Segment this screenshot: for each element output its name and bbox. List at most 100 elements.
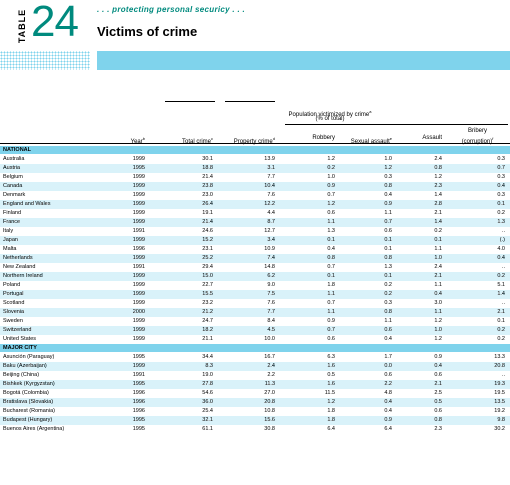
cell-sexual-assault: 1.1 xyxy=(384,210,392,216)
cell-total-crime: 23.1 xyxy=(202,246,213,252)
row-name: Poland xyxy=(3,282,21,288)
cell-property-crime: 7.5 xyxy=(267,291,275,297)
cell-year: 1999 xyxy=(132,291,145,297)
table-number: 24 xyxy=(31,0,79,46)
cell-sexual-assault: 0.0 xyxy=(384,363,392,369)
table-row: Japan 1999 15.2 3.4 0.1 0.1 0.1 (.) xyxy=(0,236,510,245)
cell-sexual-assault: 0.8 xyxy=(384,255,392,261)
row-name: Denmark xyxy=(3,192,26,198)
cell-robbery: 1.1 xyxy=(327,219,335,225)
cell-bribery: 20.8 xyxy=(494,363,505,369)
cell-property-crime: 4.5 xyxy=(267,327,275,333)
cell-property-crime: 7.7 xyxy=(267,309,275,315)
table-row: Northern Ireland 1999 15.0 6.2 0.1 0.1 2.1 0.2 xyxy=(0,272,510,281)
table-row: Sweden 1999 24.7 8.4 0.9 1.1 1.2 0.1 xyxy=(0,317,510,326)
cell-robbery: 1.0 xyxy=(327,174,335,180)
row-name: Asunción (Paraguay) xyxy=(3,354,55,360)
cell-bribery: 13.5 xyxy=(494,399,505,405)
cell-bribery: 0.4 xyxy=(497,183,505,189)
cell-total-crime: 25.2 xyxy=(202,255,213,261)
cell-sexual-assault: 1.1 xyxy=(384,318,392,324)
cell-assault: 0.6 xyxy=(434,408,442,414)
table-row: Canada 1999 23.8 10.4 0.9 0.8 2.3 0.4 xyxy=(0,182,510,191)
cell-sexual-assault: 0.1 xyxy=(384,273,392,279)
cell-property-crime: 30.8 xyxy=(264,426,275,432)
cell-property-crime: 12.2 xyxy=(264,201,275,207)
cell-property-crime: 14.8 xyxy=(264,264,275,270)
table-row: Belgium 1999 21.4 7.7 1.0 0.3 1.2 0.3 xyxy=(0,173,510,182)
cell-property-crime: 9.0 xyxy=(267,282,275,288)
cell-year: 1995 xyxy=(132,381,145,387)
cell-sexual-assault: 0.3 xyxy=(384,300,392,306)
cell-property-crime: 2.2 xyxy=(267,372,275,378)
cell-assault: 2.3 xyxy=(434,426,442,432)
cell-total-crime: 18.8 xyxy=(202,165,213,171)
row-name: United States xyxy=(3,336,37,342)
cell-bribery: 0.2 xyxy=(497,336,505,342)
row-name: Bogotá (Colombia) xyxy=(3,390,49,396)
page-title: Victims of crime xyxy=(97,24,198,39)
cell-robbery: 0.2 xyxy=(327,165,335,171)
row-name: Malta xyxy=(3,246,17,252)
cell-year: 1995 xyxy=(132,354,145,360)
cell-sexual-assault: 0.1 xyxy=(384,237,392,243)
row-name: Bratislava (Slovakia) xyxy=(3,399,54,405)
row-name: England and Wales xyxy=(3,201,51,207)
cell-property-crime: 13.9 xyxy=(264,156,275,162)
header-assault: Assault xyxy=(422,135,442,141)
cell-bribery: 4.0 xyxy=(497,246,505,252)
cell-total-crime: 26.4 xyxy=(202,201,213,207)
cell-property-crime: 16.7 xyxy=(264,354,275,360)
table-row: Budapest (Hungary) 1995 32.1 15.6 1.8 0.9 0.8 9… xyxy=(0,416,510,425)
col-rule-total xyxy=(165,101,215,102)
header-total-crime: Total crimec xyxy=(181,136,213,145)
cell-bribery: 1.4 xyxy=(497,291,505,297)
cell-robbery: 0.6 xyxy=(327,336,335,342)
cell-robbery: 0.4 xyxy=(327,246,335,252)
cell-sexual-assault: 0.4 xyxy=(384,336,392,342)
cell-year: 1996 xyxy=(132,408,145,414)
row-name: Sweden xyxy=(3,318,23,324)
cell-bribery: .. xyxy=(501,264,505,270)
cell-sexual-assault: 1.7 xyxy=(384,354,392,360)
row-name: Slovenia xyxy=(3,309,25,315)
cell-robbery: 1.1 xyxy=(327,291,335,297)
cell-robbery: 0.7 xyxy=(327,264,335,270)
cell-assault: 1.0 xyxy=(434,327,442,333)
cell-year: 1999 xyxy=(132,336,145,342)
cell-assault: 1.2 xyxy=(434,336,442,342)
row-name: Canada xyxy=(3,183,23,189)
row-name: Finland xyxy=(3,210,22,216)
row-name: Budapest (Hungary) xyxy=(3,417,53,423)
row-name: Netherlands xyxy=(3,255,33,261)
cell-bribery: 0.3 xyxy=(497,192,505,198)
cell-year: 1996 xyxy=(132,390,145,396)
cell-bribery: 5.1 xyxy=(497,282,505,288)
table-row: Malta 1996 23.1 10.9 0.4 0.1 1.1 4.0 xyxy=(0,245,510,254)
cell-robbery: 1.2 xyxy=(327,399,335,405)
row-name: Belgium xyxy=(3,174,23,180)
cell-sexual-assault: 2.2 xyxy=(384,381,392,387)
cell-assault: 2.1 xyxy=(434,210,442,216)
cell-property-crime: 12.7 xyxy=(264,228,275,234)
cell-bribery: 13.3 xyxy=(494,354,505,360)
cell-sexual-assault: 0.2 xyxy=(384,291,392,297)
col-rule-property xyxy=(225,101,275,102)
section-label: NATIONAL xyxy=(3,147,32,153)
row-name: Beijing (China) xyxy=(3,372,40,378)
table-label: TABLE xyxy=(17,8,27,44)
table-row: Netherlands 1999 25.2 7.4 0.8 0.8 1.0 0.4 xyxy=(0,254,510,263)
cell-assault: 1.1 xyxy=(434,309,442,315)
row-name: Scotland xyxy=(3,300,25,306)
table-row: Bratislava (Slovakia) 1996 36.0 20.8 1.2 0.4 0… xyxy=(0,398,510,407)
cell-year: 1995 xyxy=(132,426,145,432)
cell-total-crime: 15.5 xyxy=(202,291,213,297)
cell-year: 2000 xyxy=(132,309,145,315)
header-sexual-assault: Sexual assaulte xyxy=(350,136,392,145)
cell-bribery: .. xyxy=(501,228,505,234)
cell-robbery: 1.3 xyxy=(327,228,335,234)
cell-robbery: 1.8 xyxy=(327,417,335,423)
cell-year: 1999 xyxy=(132,210,145,216)
cell-sexual-assault: 1.3 xyxy=(384,264,392,270)
cell-year: 1999 xyxy=(132,273,145,279)
